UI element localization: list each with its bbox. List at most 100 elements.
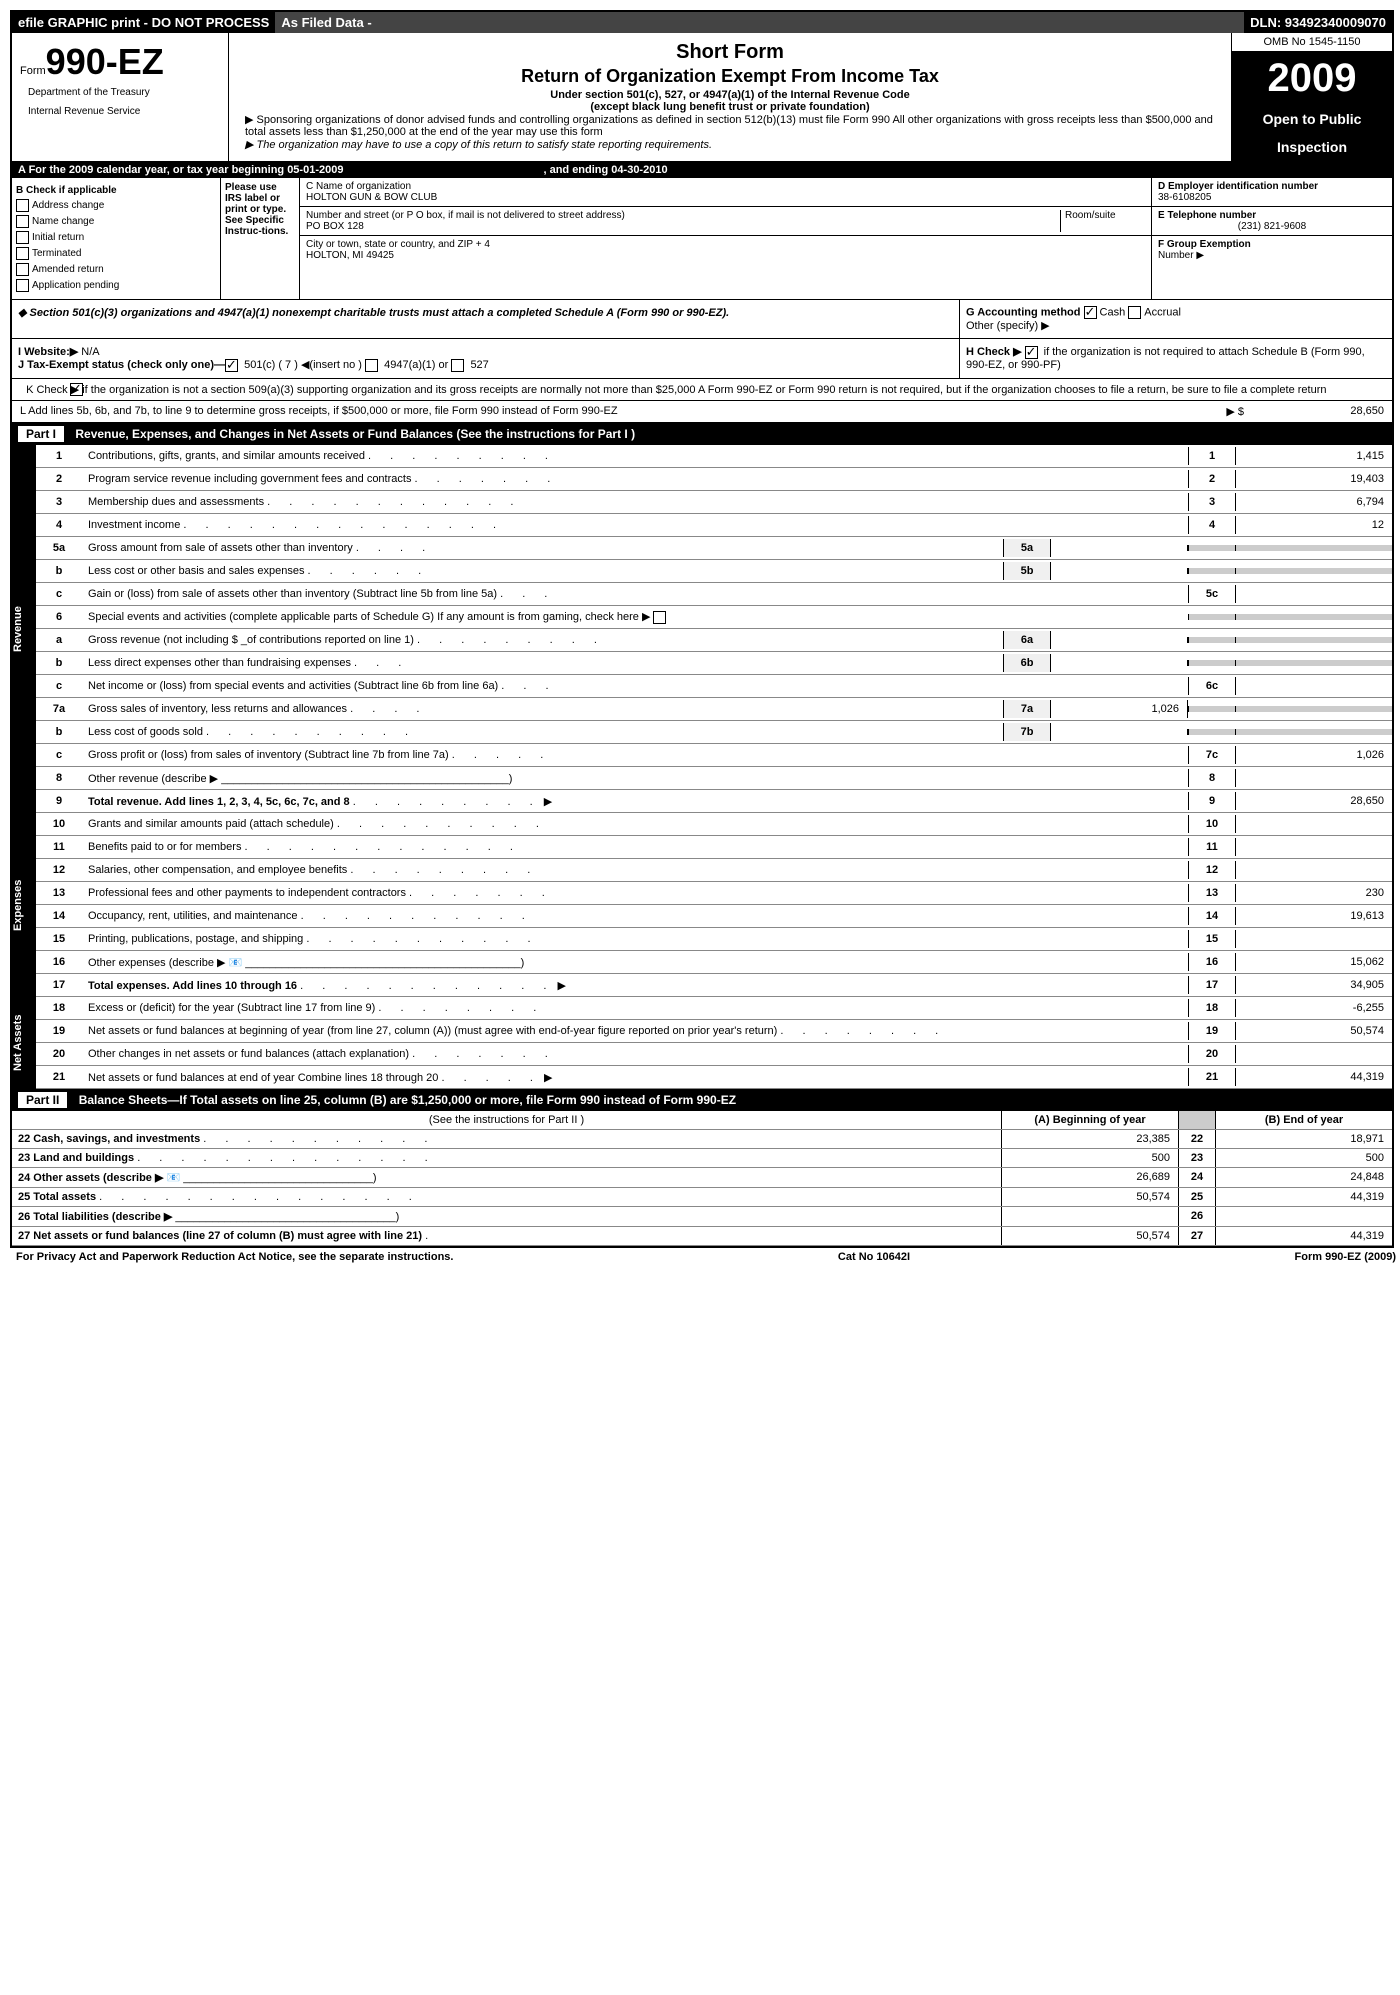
- line-15: 15Printing, publications, postage, and s…: [36, 928, 1392, 951]
- line-9: 9Total revenue. Add lines 1, 2, 3, 4, 5c…: [36, 790, 1392, 813]
- line-6: 6Special events and activities (complete…: [36, 606, 1392, 629]
- line-13: 13Professional fees and other payments t…: [36, 882, 1392, 905]
- line-10: 10Grants and similar amounts paid (attac…: [36, 813, 1392, 836]
- line-4: 4Investment income . . . . . . . . . . .…: [36, 514, 1392, 537]
- subtitle2: (except black lung benefit trust or priv…: [235, 101, 1225, 113]
- row-a-left: A For the 2009 calendar year, or tax yea…: [18, 164, 343, 176]
- ein-value: 38-6108205: [1158, 192, 1386, 203]
- bs-25: 25 Total assets . . . . . . . . . . . . …: [12, 1188, 1392, 1207]
- cb-amended[interactable]: Amended return: [16, 263, 216, 276]
- expenses-section: Expenses 10Grants and similar amounts pa…: [12, 813, 1392, 997]
- line-6a: aGross revenue (not including $ _of cont…: [36, 629, 1392, 652]
- row-a: A For the 2009 calendar year, or tax yea…: [12, 162, 1392, 178]
- form-prefix: Form: [20, 65, 46, 77]
- cb-name[interactable]: Name change: [16, 215, 216, 228]
- line-21: 21Net assets or fund balances at end of …: [36, 1066, 1392, 1089]
- form-number-block: Form990-EZ Department of the Treasury In…: [12, 33, 229, 161]
- cb-initial[interactable]: Initial return: [16, 231, 216, 244]
- checkbox-column: B Check if applicable Address change Nam…: [12, 178, 221, 299]
- bs-27: 27 Net assets or fund balances (line 27 …: [12, 1227, 1392, 1246]
- expenses-label: Expenses: [12, 813, 36, 997]
- form-990ez-page: efile GRAPHIC print - DO NOT PROCESS As …: [10, 10, 1394, 1248]
- revenue-section: Revenue 1Contributions, gifts, grants, a…: [12, 445, 1392, 813]
- line-8: 8Other revenue (describe ▶ _____________…: [36, 767, 1392, 790]
- line-11: 11Benefits paid to or for members . . . …: [36, 836, 1392, 859]
- line-19: 19Net assets or fund balances at beginni…: [36, 1020, 1392, 1043]
- part1-header: Part I Revenue, Expenses, and Changes in…: [12, 423, 1392, 445]
- section-501: ◆ Section 501(c)(3) organizations and 49…: [12, 300, 959, 338]
- cb-address[interactable]: Address change: [16, 199, 216, 212]
- note2: ▶ The organization may have to use a cop…: [235, 138, 1225, 151]
- line-12: 12Salaries, other compensation, and empl…: [36, 859, 1392, 882]
- line-2: 2Program service revenue including gover…: [36, 468, 1392, 491]
- b-title: B Check if applicable: [16, 185, 216, 196]
- line-14: 14Occupancy, rent, utilities, and mainte…: [36, 905, 1392, 928]
- line-7b: bLess cost of goods sold . . . . . . . .…: [36, 721, 1392, 744]
- footer-mid: Cat No 10642I: [838, 1251, 910, 1263]
- bs-22: 22 Cash, savings, and investments . . . …: [12, 1130, 1392, 1149]
- cb-k[interactable]: [70, 383, 83, 396]
- efile-header: efile GRAPHIC print - DO NOT PROCESS As …: [12, 12, 1392, 33]
- revenue-label: Revenue: [12, 445, 36, 813]
- cb-pending[interactable]: Application pending: [16, 279, 216, 292]
- org-name-cell: C Name of organization HOLTON GUN & BOW …: [300, 178, 1151, 207]
- g-accounting: G Accounting method Cash Accrual Other (…: [959, 300, 1392, 338]
- f-label: F Group Exemption: [1158, 239, 1386, 250]
- short-form-title: Short Form: [235, 41, 1225, 64]
- right-info: D Employer identification number 38-6108…: [1151, 178, 1392, 299]
- cb-4947[interactable]: [365, 359, 378, 372]
- part2-header: Part II Balance Sheets—If Total assets o…: [12, 1089, 1392, 1111]
- line-6c: cNet income or (loss) from special event…: [36, 675, 1392, 698]
- note1: ▶ Sponsoring organizations of donor advi…: [235, 113, 1225, 138]
- please-block: Please use IRS label or print or type. S…: [221, 178, 300, 299]
- cb-accrual[interactable]: [1128, 306, 1141, 319]
- h-check: H Check ▶ if the organization is not req…: [959, 339, 1392, 378]
- footer: For Privacy Act and Paperwork Reduction …: [10, 1248, 1400, 1266]
- cb-gaming[interactable]: [653, 611, 666, 624]
- form-number: 990-EZ: [46, 41, 164, 82]
- phone-cell: E Telephone number (231) 821-9608: [1152, 207, 1392, 236]
- cb-501c[interactable]: [225, 359, 238, 372]
- section-b: B Check if applicable Address change Nam…: [12, 178, 1392, 300]
- open-public: Open to Public: [1232, 105, 1392, 133]
- ij-block: I Website:▶ N/A J Tax-Exempt status (che…: [12, 339, 1392, 379]
- org-info: C Name of organization HOLTON GUN & BOW …: [300, 178, 1151, 299]
- omb-number: OMB No 1545-1150: [1232, 33, 1392, 52]
- org-name: HOLTON GUN & BOW CLUB: [306, 192, 1145, 203]
- addr-cell: Number and street (or P O box, if mail i…: [300, 207, 1151, 236]
- cb-terminated[interactable]: Terminated: [16, 247, 216, 260]
- bs-23: 23 Land and buildings . . . . . . . . . …: [12, 1149, 1392, 1168]
- l-text: L Add lines 5b, 6b, and 7b, to line 9 to…: [12, 401, 1392, 423]
- line-20: 20Other changes in net assets or fund ba…: [36, 1043, 1392, 1066]
- addr-value: PO BOX 128: [306, 221, 1060, 232]
- footer-right: Form 990-EZ (2009): [1295, 1251, 1396, 1263]
- line-3: 3Membership dues and assessments . . . .…: [36, 491, 1392, 514]
- city-label: City or town, state or country, and ZIP …: [306, 239, 1145, 250]
- phone-value: (231) 821-9608: [1158, 221, 1386, 232]
- group-cell: F Group Exemption Number ▶: [1152, 236, 1392, 264]
- cb-527[interactable]: [451, 359, 464, 372]
- main-title: Return of Organization Exempt From Incom…: [235, 66, 1225, 87]
- city-cell: City or town, state or country, and ZIP …: [300, 236, 1151, 264]
- bs-header: (See the instructions for Part II ) (A) …: [12, 1111, 1392, 1130]
- line-5c: cGain or (loss) from sale of assets othe…: [36, 583, 1392, 606]
- city-value: HOLTON, MI 49425: [306, 250, 1145, 261]
- netassets-section: Net Assets 18Excess or (deficit) for the…: [12, 997, 1392, 1089]
- netassets-label: Net Assets: [12, 997, 36, 1089]
- line-7a: 7aGross sales of inventory, less returns…: [36, 698, 1392, 721]
- year-block: OMB No 1545-1150 2009 Open to Public Ins…: [1231, 33, 1392, 161]
- tax-year: 2009: [1232, 52, 1392, 105]
- line-5b: bLess cost or other basis and sales expe…: [36, 560, 1392, 583]
- dept-irs: Internal Revenue Service: [20, 102, 220, 121]
- ij-left: I Website:▶ N/A J Tax-Exempt status (che…: [12, 339, 959, 378]
- line-5a: 5aGross amount from sale of assets other…: [36, 537, 1392, 560]
- asfiled-label: As Filed Data -: [275, 12, 1244, 33]
- cb-h[interactable]: [1025, 346, 1038, 359]
- c-label: C Name of organization: [306, 181, 1145, 192]
- cb-cash[interactable]: [1084, 306, 1097, 319]
- efile-label: efile GRAPHIC print - DO NOT PROCESS: [12, 12, 275, 33]
- e-label: E Telephone number: [1158, 210, 1386, 221]
- inspection-label: Inspection: [1232, 133, 1392, 161]
- dln-label: DLN: 93492340009070: [1244, 12, 1392, 33]
- addr-label: Number and street (or P O box, if mail i…: [306, 210, 1060, 221]
